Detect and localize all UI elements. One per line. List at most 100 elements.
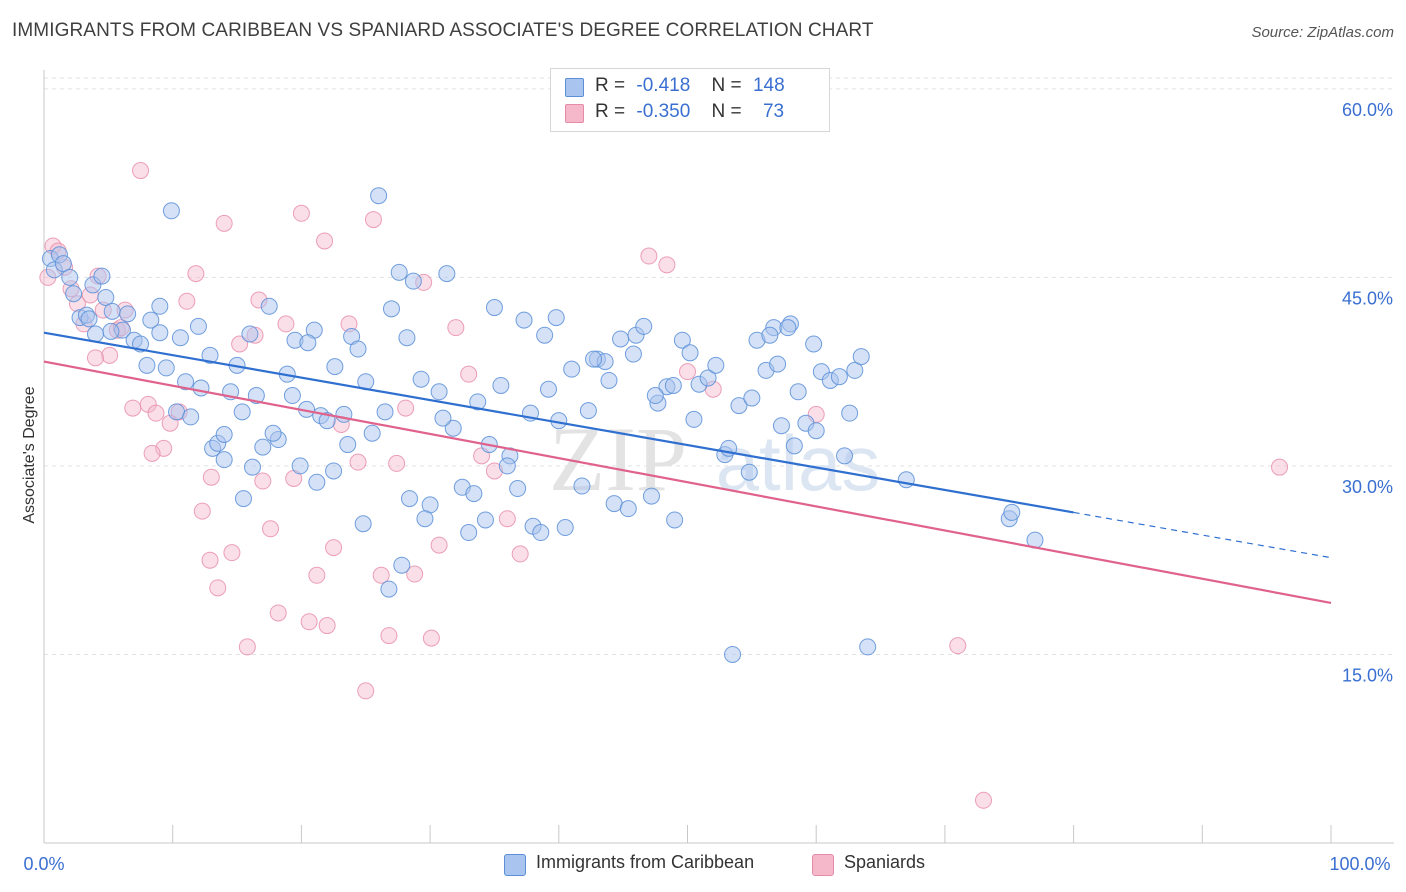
spaniard-point xyxy=(86,349,104,367)
caribbean-point xyxy=(119,305,137,323)
spaniard-point xyxy=(975,791,993,809)
legend-label: Immigrants from Caribbean xyxy=(536,852,755,872)
caribbean-point xyxy=(1003,503,1021,521)
spaniard-point xyxy=(201,551,219,569)
spaniard-swatch xyxy=(565,104,584,123)
caribbean-point xyxy=(97,289,115,307)
chart-title: IMMIGRANTS FROM CARIBBEAN VS SPANIARD AS… xyxy=(12,20,874,41)
source-label: Source: ZipAtlas.com xyxy=(1251,24,1394,41)
caribbean-point xyxy=(401,490,419,508)
caribbean-point xyxy=(846,361,864,379)
caribbean-point xyxy=(830,368,848,386)
spaniard-point xyxy=(215,214,233,232)
spaniard-point xyxy=(202,468,220,486)
spaniard-point xyxy=(193,502,211,520)
spaniard-point xyxy=(187,265,205,283)
caribbean-point xyxy=(404,272,422,290)
spaniard-point xyxy=(101,346,119,364)
caribbean-point xyxy=(430,383,448,401)
caribbean-points xyxy=(41,187,1044,663)
spaniard-point xyxy=(269,604,287,622)
legend-label: Spaniards xyxy=(844,852,926,872)
caribbean-point xyxy=(612,330,630,348)
legend-text-caribbean: R = -0.418 N = 148 xyxy=(595,75,785,97)
caribbean-point xyxy=(247,387,265,405)
spaniard-point xyxy=(209,579,227,597)
caribbean-point xyxy=(536,326,554,344)
caribbean-regression-line xyxy=(43,331,1074,514)
spaniard-point xyxy=(325,539,343,557)
caribbean-point xyxy=(585,350,603,368)
caribbean-point xyxy=(485,299,503,317)
watermark-zip: ZIP xyxy=(549,408,687,510)
caribbean-point xyxy=(666,511,684,529)
n-value: 73 xyxy=(762,101,785,122)
caribbean-point xyxy=(86,325,104,343)
caribbean-point xyxy=(182,408,200,426)
caribbean-point xyxy=(363,424,381,442)
caribbean-point xyxy=(605,495,623,513)
caribbean-point xyxy=(260,297,278,315)
spaniard-point xyxy=(231,335,249,353)
n-value: 148 xyxy=(752,75,785,96)
caribbean-point xyxy=(664,376,682,394)
spaniard-point xyxy=(1271,458,1289,476)
n-label: N = xyxy=(711,101,742,122)
caribbean-point xyxy=(707,356,725,374)
caribbean-point xyxy=(398,329,416,347)
spaniard-point xyxy=(300,613,318,631)
caribbean-point xyxy=(151,297,169,315)
caribbean-point xyxy=(642,487,660,505)
caribbean-point xyxy=(624,345,642,363)
caribbean-point xyxy=(579,402,597,420)
spaniard-point xyxy=(308,566,326,584)
caribbean-point xyxy=(743,389,761,407)
caribbean-point xyxy=(556,519,574,537)
caribbean-point xyxy=(779,319,797,337)
caribbean-point xyxy=(264,424,282,442)
caribbean-point xyxy=(573,477,591,495)
caribbean-point xyxy=(785,437,803,455)
spaniard-point xyxy=(254,472,272,490)
caribbean-point xyxy=(547,309,565,327)
spaniard-point xyxy=(143,444,161,462)
caribbean-point xyxy=(233,403,251,421)
spaniard-point xyxy=(318,617,336,635)
caribbean-point xyxy=(460,524,478,542)
caribbean-point xyxy=(103,302,121,320)
r-value: -0.418 xyxy=(636,75,691,96)
spaniard-point xyxy=(223,544,241,562)
legend-text-spaniard: R = -0.350 N = 73 xyxy=(595,101,784,123)
spaniard-point xyxy=(238,638,256,656)
caribbean-point xyxy=(382,300,400,318)
caribbean-point xyxy=(515,311,533,329)
caribbean-point xyxy=(807,422,825,440)
caribbean-point xyxy=(600,371,618,389)
spaniard-point xyxy=(679,363,696,381)
caribbean-point xyxy=(93,267,111,285)
caribbean-point xyxy=(619,500,637,518)
caribbean-point xyxy=(438,265,456,283)
caribbean-point xyxy=(444,419,462,437)
x-tick-label-min: 0.0% xyxy=(23,854,64,874)
y-tick-label: 60.0% xyxy=(1342,100,1393,120)
r-label: R = xyxy=(595,101,626,122)
caribbean-point xyxy=(283,387,301,405)
caribbean-regression-extension xyxy=(1073,511,1332,559)
caribbean-point xyxy=(151,324,169,342)
spaniard-point xyxy=(397,399,415,417)
axes xyxy=(43,70,1394,844)
caribbean-point xyxy=(376,403,394,421)
spaniard-point xyxy=(147,404,165,422)
spaniard-point xyxy=(406,565,424,583)
spaniard-point xyxy=(372,566,390,584)
caribbean-point xyxy=(635,317,653,335)
caribbean-point xyxy=(215,426,233,444)
spaniard-point xyxy=(292,204,310,222)
caribbean-point xyxy=(80,310,98,328)
spaniard-point xyxy=(178,292,196,310)
caribbean-point xyxy=(730,397,748,415)
caribbean-point xyxy=(761,326,779,344)
caribbean-point xyxy=(805,335,823,353)
correlation-legend: R = -0.418 N = 148 R = -0.350 N = 73 xyxy=(550,68,830,132)
